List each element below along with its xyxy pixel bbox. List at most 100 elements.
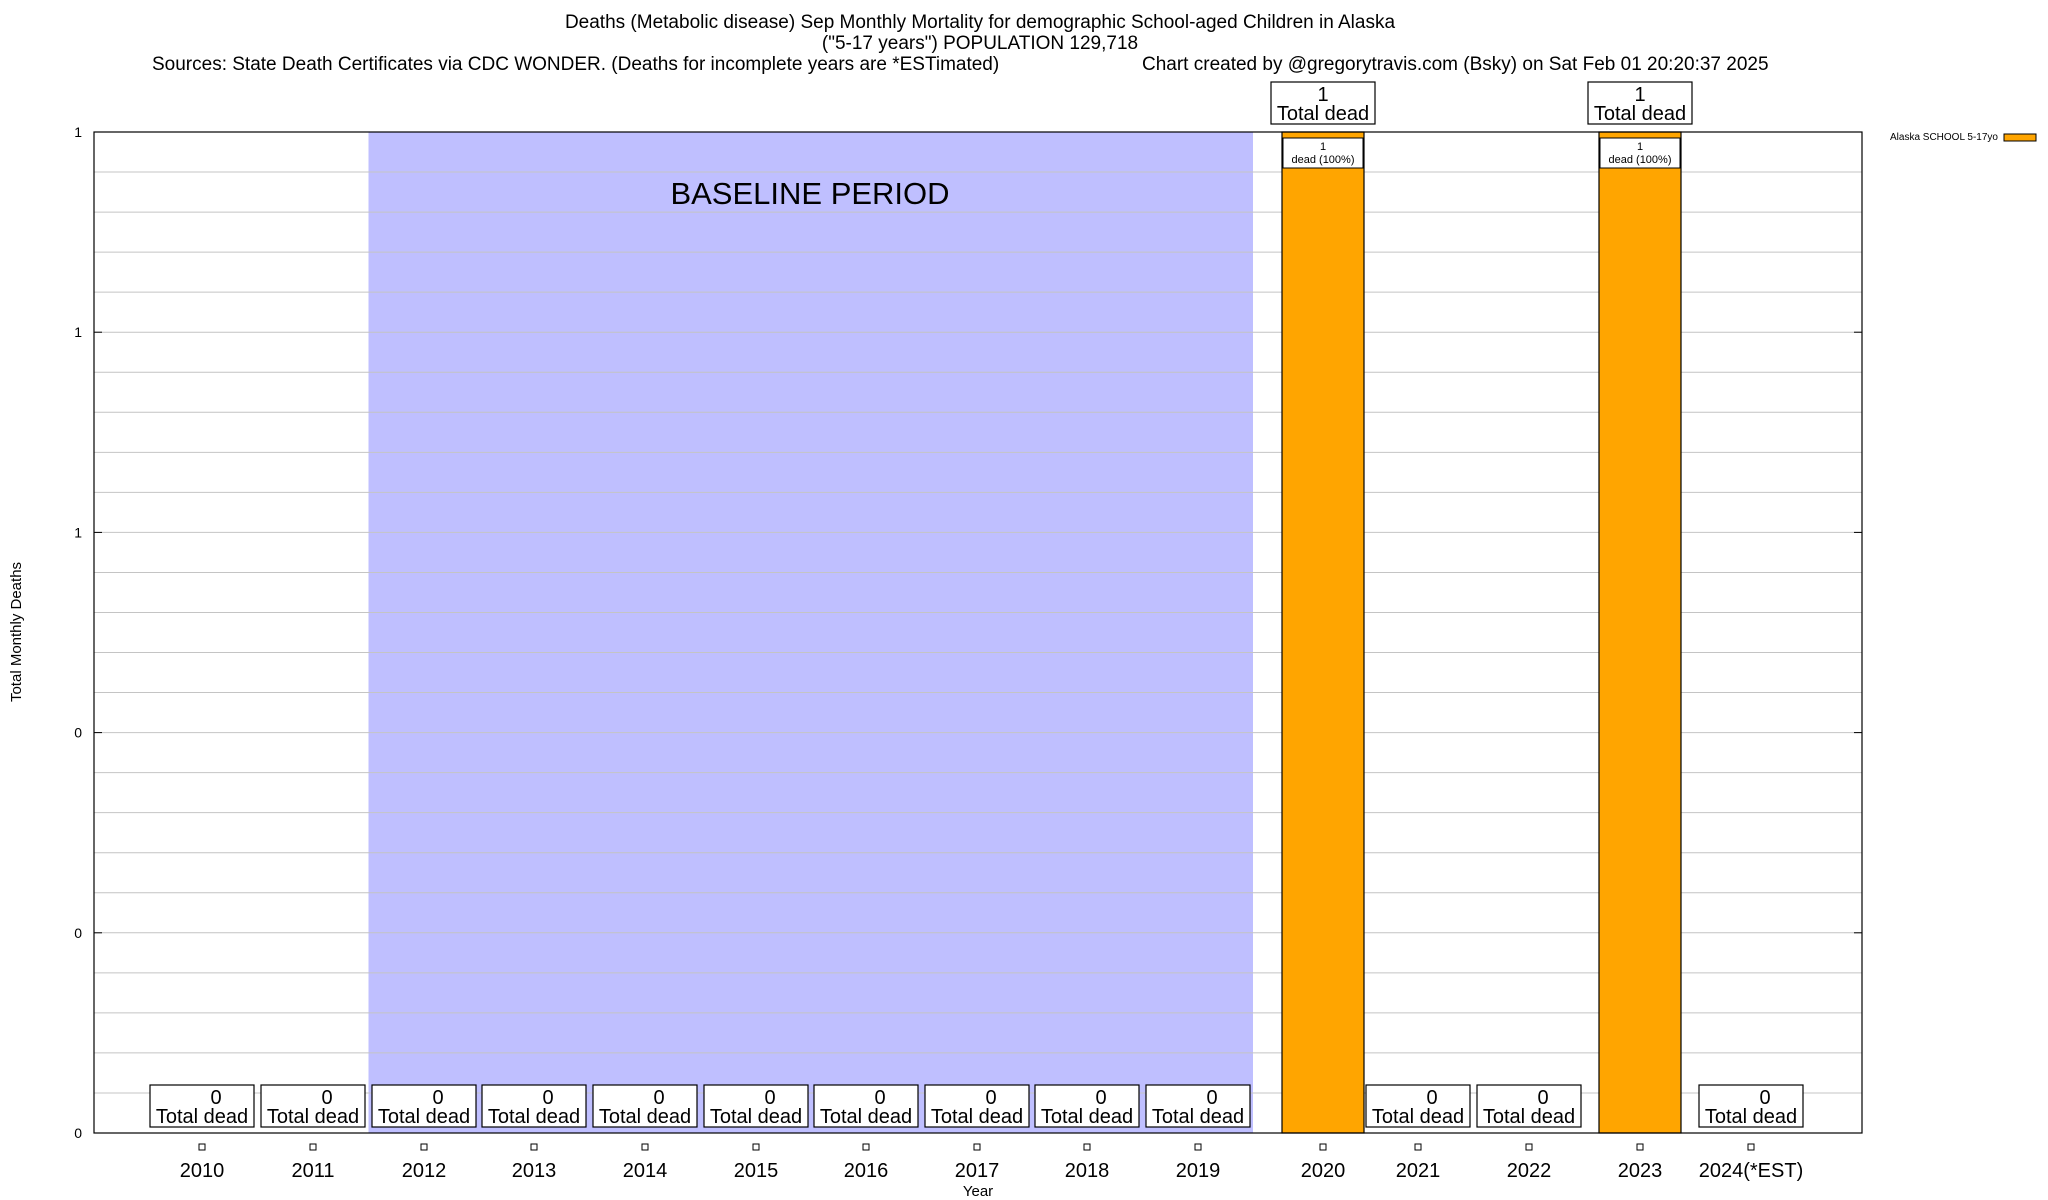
total-label-text: Total dead	[710, 1106, 802, 1128]
x-tick-label: 2023	[1618, 1160, 1663, 1182]
total-label-value: 0	[1759, 1087, 1770, 1109]
x-tick-marker	[198, 1143, 206, 1151]
total-label-box	[481, 1084, 587, 1128]
x-tick-marker	[420, 1143, 428, 1151]
total-label-box	[1476, 1084, 1582, 1128]
total-label-value: 1	[1317, 84, 1328, 106]
total-label-value: 0	[542, 1087, 553, 1109]
y-axis-title: Total Monthly Deaths	[8, 562, 25, 702]
x-tick-label: 2019	[1176, 1160, 1221, 1182]
bar-inner-label-text: dead (100%)	[1292, 154, 1355, 166]
x-tick-label: 2018	[1065, 1160, 1110, 1182]
total-label-box	[1587, 81, 1693, 125]
bars-layer	[1281, 131, 1682, 1134]
total-label-text: Total dead	[1152, 1106, 1244, 1128]
total-label-box	[703, 1084, 809, 1128]
axes-layer: 2010 2011 2012 2013 2014 2015 2016 2017 2018 2019…	[8, 124, 1863, 1200]
legend-swatch	[2003, 133, 2037, 142]
total-label-text: Total dead	[820, 1106, 912, 1128]
bar-inner-label-text: dead (100%)	[1609, 154, 1672, 166]
total-label-value: 0	[874, 1087, 885, 1109]
total-label-box	[1145, 1084, 1251, 1128]
baseline-period-label: BASELINE PERIOD	[670, 176, 949, 211]
total-label-value: 0	[653, 1087, 664, 1109]
total-label-text: Total dead	[378, 1106, 470, 1128]
x-tick-label: 2011	[291, 1160, 334, 1182]
total-label-text: Total dead	[1041, 1106, 1133, 1128]
chart-title: Deaths (Metabolic disease) Sep Monthly M…	[564, 12, 1396, 33]
total-label-text: Total dead	[599, 1106, 691, 1128]
baseline-period-band	[368, 132, 1253, 1133]
total-label-box	[371, 1084, 477, 1128]
total-label-text: Total dead	[1483, 1106, 1575, 1128]
x-tick-label: 2016	[844, 1160, 889, 1182]
total-label-box	[592, 1084, 698, 1128]
chart-subtitle: ("5-17 years") POPULATION 129,718	[821, 33, 1139, 54]
legend: Alaska SCHOOL 5-17yo	[1890, 132, 2037, 143]
x-tick-marker	[530, 1143, 538, 1151]
x-tick-marker	[1083, 1143, 1091, 1151]
total-label-value: 1	[1634, 84, 1645, 106]
x-tick-marker	[1747, 1143, 1755, 1151]
total-label-text: Total dead	[1277, 103, 1369, 125]
baseline-period-layer: BASELINE PERIOD	[368, 132, 1253, 1133]
total-label-value: 0	[1426, 1087, 1437, 1109]
x-tick-label: 2024(*EST)	[1699, 1160, 1804, 1182]
x-axis-title: Year	[963, 1183, 993, 1200]
bar-2023	[1598, 131, 1682, 1134]
total-label-box	[924, 1084, 1030, 1128]
plot-frame	[93, 131, 1863, 1134]
x-tick-marker	[973, 1143, 981, 1151]
total-label-text: Total dead	[931, 1106, 1023, 1128]
y-tick-label: 0	[74, 925, 82, 941]
x-tick-label: 2015	[734, 1160, 779, 1182]
x-tick-label: 2017	[955, 1160, 1000, 1182]
total-label-value: 0	[764, 1087, 775, 1109]
total-label-value: 0	[1206, 1087, 1217, 1109]
y-tick-label: 0	[74, 725, 82, 741]
total-label-text: Total dead	[1705, 1106, 1797, 1128]
total-label-value: 0	[1095, 1087, 1106, 1109]
x-tick-label: 2013	[512, 1160, 557, 1182]
bar-inner-label-box	[1282, 137, 1364, 169]
bar-2020	[1281, 131, 1365, 1134]
x-tick-marker	[862, 1143, 870, 1151]
total-label-text: Total dead	[1594, 103, 1686, 125]
total-label-value: 0	[210, 1087, 221, 1109]
total-label-box	[813, 1084, 919, 1128]
x-tick-marker	[1636, 1143, 1644, 1151]
x-tick-label: 2014	[623, 1160, 668, 1182]
total-label-box	[149, 1084, 255, 1128]
grid-layer	[94, 171, 1862, 1094]
y-tick-label: 1	[74, 324, 82, 340]
total-label-text: Total dead	[1372, 1106, 1464, 1128]
bar-inner-label-value: 1	[1637, 141, 1643, 153]
x-tick-label: 2012	[402, 1160, 447, 1182]
x-tick-label: 2022	[1507, 1160, 1552, 1182]
total-label-value: 0	[321, 1087, 332, 1109]
total-label-box	[1698, 1084, 1804, 1128]
x-tick-marker	[1525, 1143, 1533, 1151]
total-label-text: Total dead	[488, 1106, 580, 1128]
x-tick-label: 2010	[180, 1160, 225, 1182]
bar-inner-label-value: 1	[1320, 141, 1326, 153]
chart-sources: Sources: State Death Certificates via CD…	[152, 54, 1000, 75]
total-label-box	[1270, 81, 1376, 125]
total-label-box	[260, 1084, 366, 1128]
chart-credit: Chart created by @gregorytravis.com (Bsk…	[1142, 54, 1769, 75]
x-tick-marker	[641, 1143, 649, 1151]
total-label-box	[1365, 1084, 1471, 1128]
x-tick-marker	[1414, 1143, 1422, 1151]
x-tick-marker	[1194, 1143, 1202, 1151]
total-label-value: 0	[1537, 1087, 1548, 1109]
bar-inner-label-box	[1599, 137, 1681, 169]
total-label-text: Total dead	[156, 1106, 248, 1128]
x-tick-label: 2020	[1301, 1160, 1346, 1182]
total-label-value: 0	[432, 1087, 443, 1109]
total-label-value: 0	[985, 1087, 996, 1109]
legend-label: Alaska SCHOOL 5-17yo	[1890, 132, 1998, 143]
y-tick-label: 1	[74, 124, 82, 140]
total-label-text: Total dead	[267, 1106, 359, 1128]
